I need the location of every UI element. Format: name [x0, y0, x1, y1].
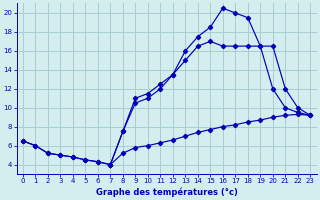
X-axis label: Graphe des températures (°c): Graphe des températures (°c) [96, 187, 237, 197]
